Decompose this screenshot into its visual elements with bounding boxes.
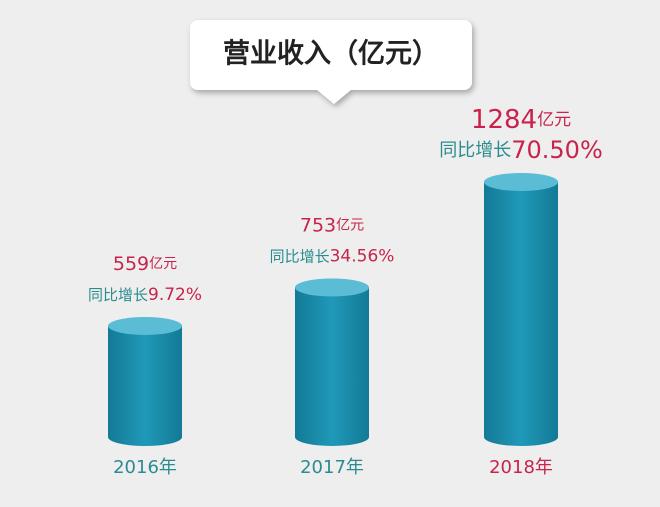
x-tick-label: 2018年 [489,457,553,478]
growth-label: 同比增长9.72% [88,285,202,305]
x-tick-label: 2017年 [300,457,364,478]
value-label: 559亿元 [113,252,177,274]
value-label: 753亿元 [300,214,364,236]
bar [108,325,182,446]
chart-title: 营业收入（亿元） [223,39,439,70]
title-box [190,20,472,104]
growth-label: 同比增长34.56% [270,246,395,266]
bar-top [484,173,558,191]
x-tick-label: 2016年 [113,457,177,478]
bar [484,182,558,446]
value-label: 1284亿元 [471,105,571,135]
bar-top [108,316,182,335]
growth-label: 同比增长70.50% [439,136,603,164]
bar [295,287,369,446]
bar-top [295,278,369,297]
